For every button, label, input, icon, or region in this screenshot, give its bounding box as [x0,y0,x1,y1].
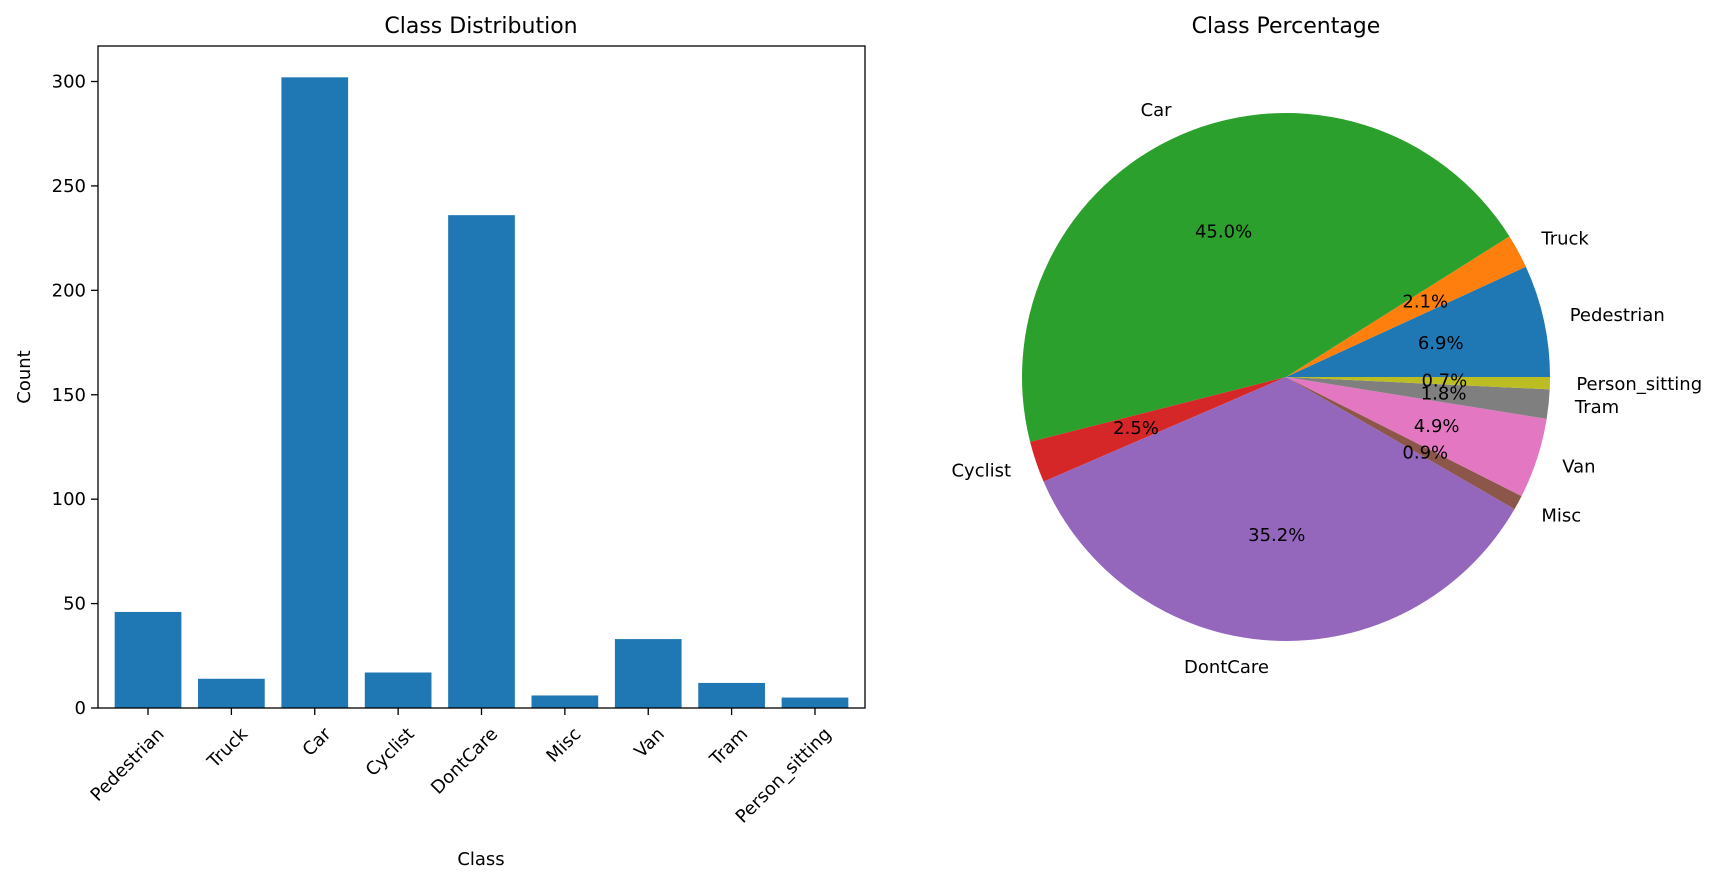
pie-slice-person-sitting [1286,377,1550,390]
bar-chart-title: Class Distribution [384,14,577,39]
bar-plot-frame [97,45,866,709]
pie-label-pedestrian: Pedestrian [1570,305,1665,326]
bar-chart: Class Distribution 0 50 100 150 200 250 300 Pe… [14,14,866,870]
x-tick-label-truck: Truck [203,723,253,773]
pie-chart-title: Class Percentage [1192,14,1381,39]
pie-percent-pedestrian: 6.9% [1418,333,1464,354]
pie-labels: Pedestrian Truck Car Cyclist DontCare Misc Van… [951,100,1702,678]
pie-label-cyclist: Cyclist [951,460,1011,481]
x-tick-label-dontcare: DontCare [427,724,502,799]
bar-y-axis-label: Count [14,350,35,403]
pie-slice-cyclist [1030,377,1286,482]
y-tick-label: 200 [52,280,86,301]
pie-slice-misc [1286,377,1522,510]
pie-percent-misc: 0.9% [1402,442,1448,463]
bar-tram [698,682,765,708]
bar-cyclist [364,672,432,708]
bar-x-axis-label: Class [457,849,504,870]
pie-percent-van: 4.9% [1414,416,1460,437]
bar-misc [531,695,599,708]
bar-group [114,77,849,708]
pie-slice-van [1286,377,1547,497]
y-tick-label: 100 [52,489,86,510]
pie-slices [1021,112,1550,641]
pie-chart: Class Percentage Pedestrian Truck Car Cycli… [951,14,1702,678]
bar-x-axis: Pedestrian Truck Car Cyclist DontCare Misc Van… [87,708,836,828]
x-tick-label-tram: Tram [705,724,752,771]
bar-van [614,639,682,708]
bar-person-sitting [781,697,849,708]
y-tick-label: 50 [63,594,86,615]
pie-label-dontcare: DontCare [1184,657,1269,678]
pie-percent-labels: 6.9% 2.1% 45.0% 2.5% 35.2% 0.9% 4.9% 1.8%0.7% [1113,221,1467,546]
pie-label-truck: Truck [1540,229,1589,250]
pie-percent-tram: 1.8% [1421,383,1467,404]
pie-percent-car: 45.0% [1195,221,1252,242]
pie-slice-dontcare [1043,377,1515,641]
pie-slice-tram [1286,377,1550,419]
pie-label-tram: Tram [1574,397,1619,418]
pie-label-person-sitting: Person_sitting [1576,374,1702,395]
bar-truck [198,678,265,708]
pie-percent-dontcare: 35.2% [1248,525,1305,546]
x-tick-label-misc: Misc [542,724,585,767]
bar-y-axis: 0 50 100 150 200 250 300 [52,72,98,719]
x-tick-label-pedestrian: Pedestrian [87,724,169,806]
pie-label-car: Car [1141,100,1173,121]
y-tick-label: 250 [52,176,86,197]
pie-slice-truck [1286,236,1526,377]
y-tick-label: 300 [52,72,86,93]
bar-pedestrian [114,611,182,708]
pie-slice-pedestrian [1286,266,1550,377]
y-tick-label: 150 [52,385,86,406]
x-tick-label-van: Van [630,724,668,762]
y-tick-label: 0 [75,698,86,719]
x-tick-label-cyclist: Cyclist [362,724,419,781]
pie-percent-person-sitting: 0.7% [1421,371,1467,392]
bar-car [281,77,349,708]
pie-percent-truck: 2.1% [1402,292,1448,313]
x-tick-label-car: Car [299,723,336,760]
bar-dontcare [448,215,515,708]
pie-percent-cyclist: 2.5% [1113,418,1159,439]
pie-label-misc: Misc [1541,505,1581,526]
pie-label-van: Van [1562,457,1595,478]
pie-slice-car [1021,112,1510,442]
